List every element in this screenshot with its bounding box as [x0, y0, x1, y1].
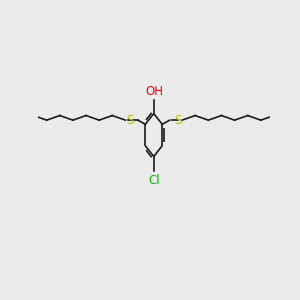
- Text: S: S: [126, 114, 133, 127]
- Text: S: S: [174, 114, 182, 127]
- Text: OH: OH: [145, 85, 163, 98]
- Text: Cl: Cl: [148, 174, 160, 187]
